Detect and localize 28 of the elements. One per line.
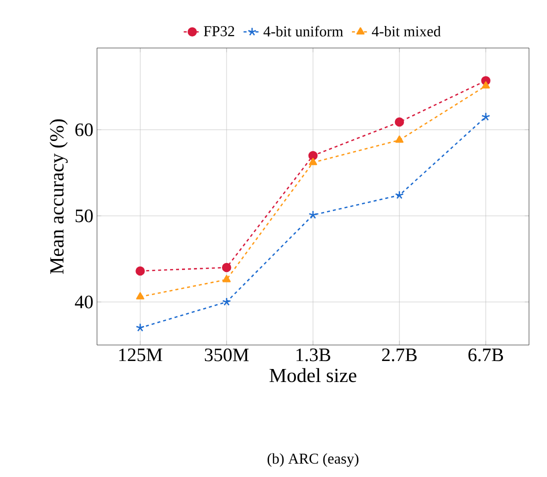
legend-label: FP32 (204, 26, 234, 36)
x-tick-label: 350M (204, 348, 249, 362)
y-axis-title: Mean accuracy (%) (50, 119, 68, 274)
x-axis-title: Model size (270, 368, 356, 382)
point (308, 210, 318, 219)
y-tick-label: 50 (76, 209, 93, 222)
x-tick-label: 6.7B (468, 348, 504, 362)
legend-label: 4-bit mixed (372, 26, 441, 36)
point (222, 262, 232, 272)
point (394, 190, 404, 200)
text: (b) ARC (easy) (268, 453, 358, 467)
y-tick-label: 60 (75, 123, 93, 136)
point (395, 135, 404, 143)
point (482, 81, 490, 89)
x-tick-label: 125M (119, 348, 162, 362)
point (222, 274, 231, 282)
point (308, 158, 318, 166)
point (481, 112, 490, 121)
y-tick-label: 40 (74, 296, 93, 308)
point (222, 297, 232, 306)
point (136, 323, 145, 332)
point (136, 266, 145, 276)
point (136, 292, 144, 300)
point (394, 117, 404, 127)
x-tick-label: 2.7B (382, 348, 417, 362)
legend-label: 4-bit uniform (264, 26, 344, 37)
x-tick-label: 1.3B (296, 348, 330, 362)
point (308, 150, 318, 160)
